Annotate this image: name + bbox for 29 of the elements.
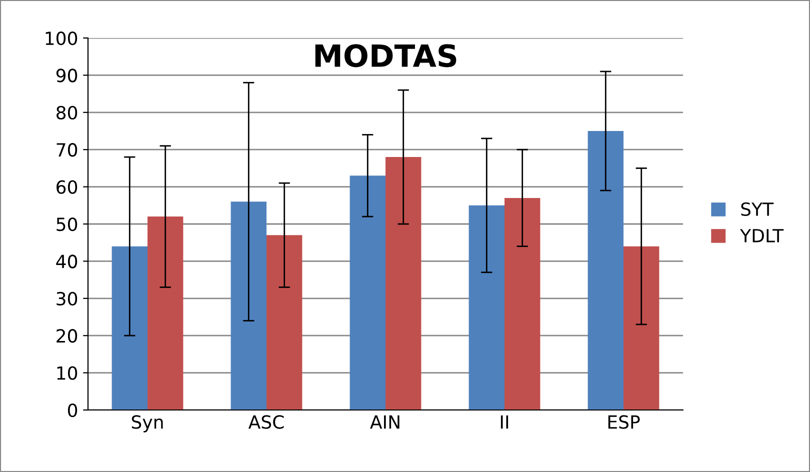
x-tick-label: ASC	[248, 415, 284, 429]
y-tick-label: 30	[56, 292, 78, 306]
bar	[468, 205, 504, 410]
y-tick-label: 0	[68, 403, 78, 418]
y-tick-label: 10	[57, 366, 78, 380]
bar	[350, 176, 386, 410]
x-tick-label: II	[500, 415, 508, 429]
y-tick-label: 90	[56, 68, 78, 82]
bar	[624, 246, 660, 410]
x-tick-label: ESP	[608, 415, 640, 429]
legend-label: SYT	[741, 202, 774, 216]
y-tick-label: 80	[56, 106, 78, 120]
y-tick-label: 70	[56, 143, 78, 157]
bar	[504, 198, 540, 410]
legend-label: YDLT	[740, 229, 784, 242]
y-tick-label: 60	[56, 180, 78, 194]
bar	[588, 131, 624, 410]
y-tick-label: 40	[56, 254, 78, 268]
chart-title: MODTAS	[315, 44, 456, 68]
x-tick-label: AIN	[370, 415, 400, 429]
bar	[230, 202, 266, 410]
y-tick-label: 50	[56, 217, 78, 232]
bar	[266, 235, 302, 410]
y-tick-label: 20	[56, 329, 78, 343]
y-tick-label: 100	[46, 31, 78, 46]
bar	[386, 157, 422, 410]
x-tick-label: Syn	[132, 415, 163, 432]
bar	[112, 246, 148, 410]
bar	[148, 216, 184, 410]
